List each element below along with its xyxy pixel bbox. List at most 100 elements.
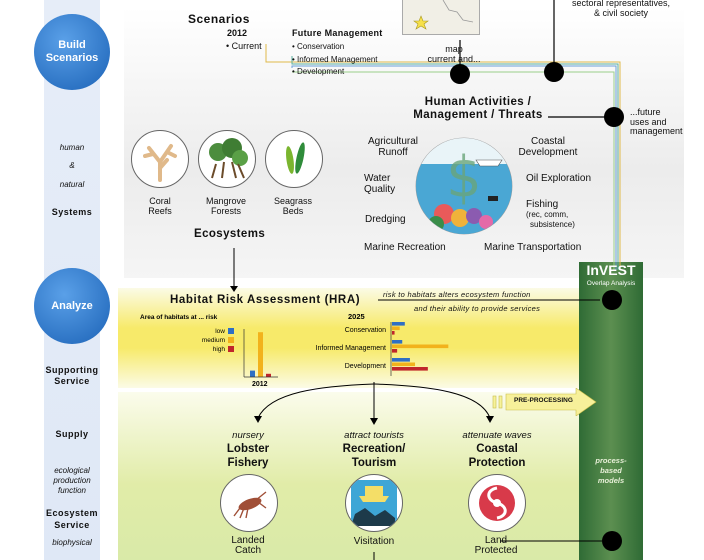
coral-2: Reefs <box>148 206 172 216</box>
scenarios-year: 2012 <box>227 28 248 38</box>
preprocessing-arrow <box>492 388 597 416</box>
ecosystem-service-label-2: Service <box>54 520 90 530</box>
coastal-dev-1: Coastal <box>531 136 565 147</box>
land-protected-label: Land Protected <box>466 536 526 556</box>
eco-prod-label-3: function <box>57 486 87 495</box>
human-activities-title: Human Activities / Management / Threats <box>398 96 558 122</box>
seagrass-beds-label: Seagrass Beds <box>264 196 322 216</box>
chart2-category-label: Development <box>345 363 386 370</box>
agri-runoff-label: Agricultural Runoff <box>364 136 422 158</box>
supply-dot <box>602 531 622 551</box>
tourism-icon <box>345 474 403 532</box>
mangrove-forests-label: Mangrove Forests <box>196 196 256 216</box>
chart1-legend-high: high <box>213 346 226 353</box>
chart1-legend-swatch-high <box>228 346 234 352</box>
rec-2: Tourism <box>351 457 397 469</box>
supply-label: Supply <box>55 429 89 439</box>
water-quality-label: Water Quality <box>364 173 395 195</box>
invest-subtitle: Overlap Analysis <box>586 280 636 287</box>
stakeholders-line-2: & civil society <box>593 8 648 18</box>
invest-bar <box>579 262 643 560</box>
supporting-label-1: Supporting <box>45 365 99 375</box>
hurricane-glyph-icon <box>479 485 515 521</box>
tourism-glyph-icon <box>351 480 397 526</box>
dredging-label: Dredging <box>365 214 406 225</box>
fishing-3: subsistence) <box>530 220 575 229</box>
chart1-xlabel: 2012 <box>252 381 268 388</box>
stakeholder-dot <box>544 62 564 82</box>
stakeholders-text: sectoral representatives, & civil societ… <box>556 0 686 18</box>
lobster-glyph-icon <box>233 491 267 519</box>
biophysical-label: biophysical <box>52 538 92 547</box>
landed-1: Landed <box>231 535 265 546</box>
chart2-category-label: Informed Management <box>316 345 386 352</box>
ecosystems-title: Ecosystems <box>194 228 266 240</box>
eco-prod-label-1: ecological <box>54 466 90 475</box>
current-label: • Current <box>226 41 262 51</box>
water-quality-1: Water <box>364 173 391 184</box>
stakeholders-line-1: sectoral representatives, <box>571 0 671 8</box>
chart2-bar-high <box>392 367 428 371</box>
storm-icon <box>468 474 526 532</box>
lobster-icon <box>220 474 278 532</box>
landed-catch-label: Landed Catch <box>218 536 278 556</box>
process-2: based <box>600 466 622 475</box>
analyze-label: Analyze <box>51 299 93 312</box>
chart2-bar-low <box>392 322 405 326</box>
chart1-legend-low: low <box>215 328 225 335</box>
chart2-category-label: Conservation <box>345 327 386 334</box>
chart2-bar-medium <box>392 326 400 331</box>
land-1: Land <box>484 535 508 546</box>
invest-title: InVEST <box>586 262 636 278</box>
future-uses-2: uses and <box>630 116 667 127</box>
ecosystem-service-label-1: Ecosystem <box>45 508 99 518</box>
recreation-function: attract tourists <box>344 430 404 441</box>
coral-glyph-icon <box>143 144 177 182</box>
marine-rec-label: Marine Recreation <box>364 242 446 253</box>
future-uses-1: ...future <box>630 107 661 117</box>
supporting-service-band <box>118 288 618 388</box>
human-label: human <box>59 143 85 152</box>
lobster-2: Fishery <box>227 457 269 469</box>
coastal-function: attenuate waves <box>462 430 532 441</box>
coral-reefs-label: Coral Reefs <box>131 196 189 216</box>
future-uses-dot <box>604 107 624 127</box>
seagrass-glyph-icon <box>286 142 305 174</box>
chart2-bar-medium <box>392 362 416 367</box>
hra-title: Habitat Risk Assessment (HRA) <box>170 294 361 306</box>
map-caption-2: current and... <box>427 54 481 64</box>
chart2-bar-medium <box>392 344 449 349</box>
future-management-title: Future Management <box>292 28 383 38</box>
process-3: models <box>597 476 625 485</box>
chart2-title: 2025 <box>348 312 365 321</box>
process-based-models: process- based models <box>580 456 642 486</box>
land-2: Protected <box>474 545 518 556</box>
human-activities-title-1: Human Activities / <box>424 96 532 108</box>
supporting-label-2: Service <box>54 376 90 386</box>
amp-label: & <box>69 161 75 170</box>
chart2-bar-high <box>392 349 398 353</box>
marine-trans-label: Marine Transportation <box>484 242 582 253</box>
human-activities-globe-icon: $ <box>415 137 513 235</box>
chart1-legend-swatch-medium <box>228 337 234 343</box>
future-item-development: • Development <box>292 67 345 76</box>
future-uses-text: ...future uses and management <box>630 107 683 137</box>
future-uses-3: management <box>630 126 683 136</box>
future-management-list: • Conservation • Informed Management • D… <box>292 41 378 79</box>
map-caption: map current and... <box>418 44 490 64</box>
water-quality-2: Quality <box>364 184 396 195</box>
lobster-fishery-title: Lobster Fishery <box>208 442 288 470</box>
fishing-label: Fishing (rec, comm, subsistence) <box>526 200 575 230</box>
future-item-informed: • Informed Management <box>292 54 378 64</box>
map-thumbnail <box>402 0 480 35</box>
mangrove-2: Forests <box>210 206 241 216</box>
hra-note-1: risk to habitats alters ecosystem functi… <box>383 290 531 299</box>
eco-prod-label-2: production <box>53 476 91 485</box>
chart1-bar-medium <box>258 332 263 377</box>
coast-2: Protection <box>468 457 526 469</box>
future-item-conservation: • Conservation <box>292 42 345 51</box>
mangrove-1: Mangrove <box>205 196 247 206</box>
build-scenarios-label: Build Scenarios <box>45 39 99 64</box>
fishing-1: Fishing <box>526 199 559 210</box>
chart2-bar-low <box>392 358 410 362</box>
